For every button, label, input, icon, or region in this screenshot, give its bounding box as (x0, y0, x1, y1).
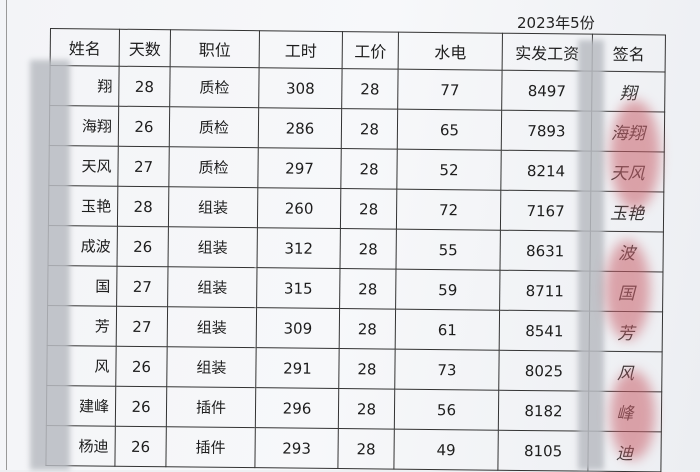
table-row: 芳27组装30928618541芳 (47, 305, 663, 352)
days-cell: 28 (117, 186, 169, 227)
header-row: 姓名 天数 职位 工时 工价 水电 实发工资 签名 (50, 28, 666, 72)
utilities-cell: 72 (396, 189, 501, 231)
hours-cell: 296 (255, 387, 339, 429)
hours-cell: 308 (258, 67, 343, 109)
table-row: 建峰26插件29628568182峰 (46, 385, 662, 432)
table-row: 玉艳 28 组装 260 28 72 7167 玉艳 (48, 185, 664, 232)
hours-cell: 312 (257, 227, 341, 269)
hours-cell: 309 (256, 307, 340, 349)
days-cell: 27 (116, 306, 168, 347)
rate-cell: 28 (341, 108, 398, 150)
fingerprint-stamp (605, 240, 650, 340)
net-pay-cell: 8631 (499, 230, 591, 272)
utilities-cell: 52 (396, 149, 502, 191)
signature-redaction (578, 40, 604, 470)
days-cell: 27 (117, 146, 170, 187)
net-pay-cell: 8541 (499, 310, 590, 352)
rate-cell: 28 (339, 228, 397, 270)
fingerprint-stamp (610, 100, 660, 210)
table-row: 风26组装29128738025风 (46, 345, 663, 392)
utilities-cell: 56 (394, 389, 499, 431)
header-rate: 工价 (342, 31, 399, 70)
name-redaction (30, 60, 70, 470)
position-cell: 质检 (169, 66, 260, 108)
net-pay-cell: 8711 (499, 270, 590, 312)
hours-cell: 297 (257, 147, 342, 189)
rate-cell: 28 (338, 388, 395, 430)
table-row: 杨迪26插件29328498105迪 (45, 425, 662, 472)
hours-cell: 286 (258, 107, 342, 149)
days-cell: 26 (118, 106, 170, 147)
position-cell: 组装 (168, 186, 258, 228)
net-pay-cell: 8105 (497, 430, 589, 472)
table-row: 翔 28 质检 308 28 77 8497 翔 (49, 65, 666, 112)
days-cell: 26 (115, 346, 168, 387)
position-cell: 组装 (167, 266, 258, 308)
utilities-cell: 55 (395, 229, 501, 271)
utilities-cell: 73 (394, 349, 500, 391)
position-cell: 组装 (167, 306, 257, 348)
rate-cell: 28 (339, 308, 396, 350)
hours-cell: 260 (257, 187, 341, 229)
month-label: 2023年5份 (517, 14, 595, 32)
header-hours: 工时 (259, 30, 343, 69)
position-cell: 质检 (168, 146, 259, 188)
header-utilities: 水电 (398, 32, 503, 71)
hours-cell: 293 (254, 427, 339, 469)
table-row: 国27组装31528598711国 (47, 265, 663, 312)
utilities-cell: 49 (393, 429, 499, 471)
rate-cell: 28 (338, 348, 396, 390)
table-row: 成波26组装31228558631波 (48, 225, 664, 272)
table-row: 天风27质检29728528214天风 (48, 145, 665, 192)
hours-cell: 291 (255, 347, 340, 389)
days-cell: 27 (116, 266, 169, 307)
table-row: 海翔26质检28628657893海翔 (49, 105, 665, 152)
payroll-table: 姓名 天数 职位 工时 工价 水电 实发工资 签名 翔 28 质检 308 28 77 84… (45, 28, 666, 472)
position-cell: 插件 (165, 426, 256, 468)
header-position: 职位 (170, 29, 260, 68)
utilities-cell: 59 (395, 269, 500, 311)
position-cell: 插件 (166, 386, 256, 428)
days-cell: 26 (114, 426, 167, 467)
utilities-cell: 65 (397, 109, 502, 151)
net-pay-cell: 8182 (498, 390, 589, 432)
days-cell: 26 (117, 226, 169, 267)
hours-cell: 315 (256, 267, 340, 309)
days-cell: 26 (115, 386, 167, 427)
header-days: 天数 (119, 29, 171, 67)
rate-cell: 28 (337, 428, 395, 470)
position-cell: 组装 (168, 226, 258, 268)
rate-cell: 28 (340, 148, 398, 190)
rate-cell: 28 (341, 68, 399, 110)
utilities-cell: 77 (397, 69, 503, 111)
utilities-cell: 61 (395, 309, 500, 351)
days-cell: 28 (118, 66, 171, 107)
rate-cell: 28 (340, 188, 397, 230)
margin-line (6, 0, 7, 470)
position-cell: 组装 (166, 346, 257, 388)
net-pay-cell: 8025 (498, 350, 590, 392)
position-cell: 质检 (169, 106, 259, 148)
rate-cell: 28 (339, 268, 396, 310)
fingerprint-stamp (610, 370, 655, 460)
